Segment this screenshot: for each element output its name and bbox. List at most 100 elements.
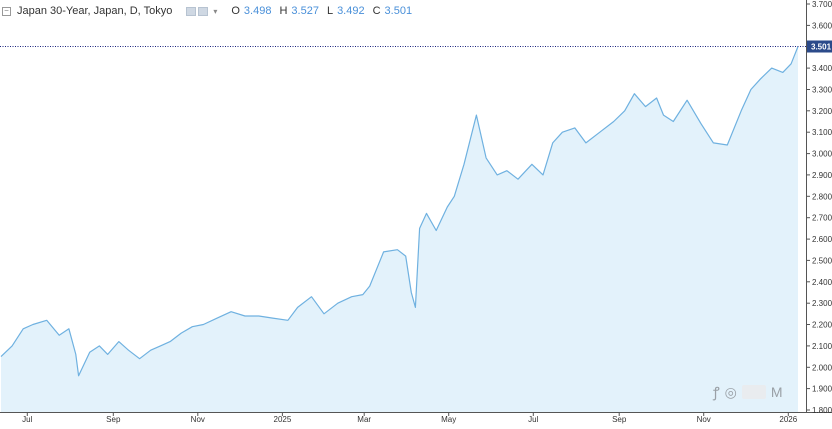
data-point[interactable] bbox=[118, 340, 120, 342]
indicator-controls[interactable] bbox=[186, 6, 209, 16]
data-point[interactable] bbox=[552, 142, 554, 144]
data-point[interactable] bbox=[726, 144, 728, 146]
data-point[interactable] bbox=[180, 332, 182, 334]
data-point[interactable] bbox=[463, 163, 465, 165]
data-point[interactable] bbox=[127, 349, 129, 351]
data-point[interactable] bbox=[759, 78, 761, 80]
watermark-box-icon bbox=[741, 385, 766, 399]
data-point[interactable] bbox=[574, 127, 576, 129]
chevron-down-icon[interactable]: ▾ bbox=[213, 6, 218, 16]
visibility-icon[interactable] bbox=[198, 6, 209, 16]
data-point[interactable] bbox=[323, 313, 325, 315]
data-point[interactable] bbox=[169, 340, 171, 342]
data-point[interactable] bbox=[435, 229, 437, 231]
data-point[interactable] bbox=[98, 345, 100, 347]
data-point[interactable] bbox=[585, 142, 587, 144]
data-point[interactable] bbox=[633, 93, 635, 95]
data-point[interactable] bbox=[542, 174, 544, 176]
data-point[interactable] bbox=[258, 315, 260, 317]
data-point[interactable] bbox=[244, 315, 246, 317]
data-point[interactable] bbox=[517, 178, 519, 180]
data-point[interactable] bbox=[107, 353, 109, 355]
data-point[interactable] bbox=[191, 326, 193, 328]
data-point[interactable] bbox=[418, 227, 420, 229]
data-point[interactable] bbox=[790, 63, 792, 65]
y-tick-label: 1.800 bbox=[812, 406, 832, 415]
open-value: 3.498 bbox=[243, 5, 272, 17]
data-point[interactable] bbox=[68, 328, 70, 330]
data-point[interactable] bbox=[425, 212, 427, 214]
series-line[interactable] bbox=[0, 46, 799, 377]
data-point[interactable] bbox=[138, 358, 140, 360]
y-tick-label: 3.600 bbox=[812, 21, 832, 30]
data-point[interactable] bbox=[740, 110, 742, 112]
data-point[interactable] bbox=[655, 97, 657, 99]
data-point[interactable] bbox=[216, 317, 218, 319]
data-point[interactable] bbox=[662, 114, 664, 116]
data-point[interactable] bbox=[485, 157, 487, 159]
y-tick-label: 3.100 bbox=[812, 128, 832, 137]
data-point[interactable] bbox=[77, 375, 79, 377]
data-point[interactable] bbox=[310, 296, 312, 298]
data-point[interactable] bbox=[624, 110, 626, 112]
y-tick-label: 3.300 bbox=[812, 86, 832, 95]
data-point[interactable] bbox=[230, 311, 232, 313]
data-point[interactable] bbox=[75, 353, 77, 355]
data-point[interactable] bbox=[32, 323, 34, 325]
data-point[interactable] bbox=[382, 251, 384, 253]
high-value: 3.527 bbox=[291, 5, 319, 17]
data-point[interactable] bbox=[700, 123, 702, 125]
last-price-label: 3.501 bbox=[811, 43, 832, 52]
data-point[interactable] bbox=[337, 302, 339, 304]
x-tick-label: Sep bbox=[106, 415, 121, 424]
data-point[interactable] bbox=[599, 131, 601, 133]
data-point[interactable] bbox=[506, 170, 508, 172]
data-point[interactable] bbox=[351, 296, 353, 298]
data-point[interactable] bbox=[686, 99, 688, 101]
y-tick-label: 3.700 bbox=[812, 0, 832, 9]
data-point[interactable] bbox=[362, 293, 364, 295]
settings-icon[interactable] bbox=[186, 6, 197, 16]
data-point[interactable] bbox=[11, 345, 13, 347]
data-point[interactable] bbox=[58, 334, 60, 336]
symbol-title: Japan 30-Year, Japan, D, Tokyo bbox=[17, 5, 173, 17]
x-tick-label: 2025 bbox=[274, 415, 292, 424]
data-point[interactable] bbox=[613, 120, 615, 122]
data-point[interactable] bbox=[561, 131, 563, 133]
data-point[interactable] bbox=[453, 195, 455, 197]
data-point[interactable] bbox=[405, 255, 407, 257]
data-point[interactable] bbox=[771, 67, 773, 69]
low-label: L bbox=[326, 5, 334, 17]
data-point[interactable] bbox=[496, 174, 498, 176]
data-point[interactable] bbox=[414, 306, 416, 308]
data-point[interactable] bbox=[287, 319, 289, 321]
data-point[interactable] bbox=[782, 71, 784, 73]
data-point[interactable] bbox=[475, 114, 477, 116]
data-point[interactable] bbox=[644, 105, 646, 107]
x-tick-label: 2026 bbox=[779, 415, 797, 424]
x-tick-label: Jul bbox=[528, 415, 538, 424]
data-point[interactable] bbox=[89, 351, 91, 353]
data-point[interactable] bbox=[159, 345, 161, 347]
y-tick-label: 1.900 bbox=[812, 385, 832, 394]
data-point[interactable] bbox=[712, 142, 714, 144]
x-tick-label: Nov bbox=[191, 415, 205, 424]
data-point[interactable] bbox=[750, 88, 752, 90]
data-point[interactable] bbox=[446, 206, 448, 208]
data-point[interactable] bbox=[22, 328, 24, 330]
x-tick-label: Sep bbox=[612, 415, 627, 424]
data-point[interactable] bbox=[672, 120, 674, 122]
data-point[interactable] bbox=[531, 163, 533, 165]
data-point[interactable] bbox=[202, 323, 204, 325]
data-point[interactable] bbox=[396, 249, 398, 251]
data-point[interactable] bbox=[296, 306, 298, 308]
data-point[interactable] bbox=[272, 317, 274, 319]
data-point[interactable] bbox=[410, 291, 412, 293]
data-point[interactable] bbox=[150, 349, 152, 351]
x-tick-label: Jul bbox=[22, 415, 32, 424]
collapse-icon[interactable]: − bbox=[2, 6, 11, 16]
data-point[interactable] bbox=[46, 319, 48, 321]
data-point[interactable] bbox=[369, 285, 371, 287]
